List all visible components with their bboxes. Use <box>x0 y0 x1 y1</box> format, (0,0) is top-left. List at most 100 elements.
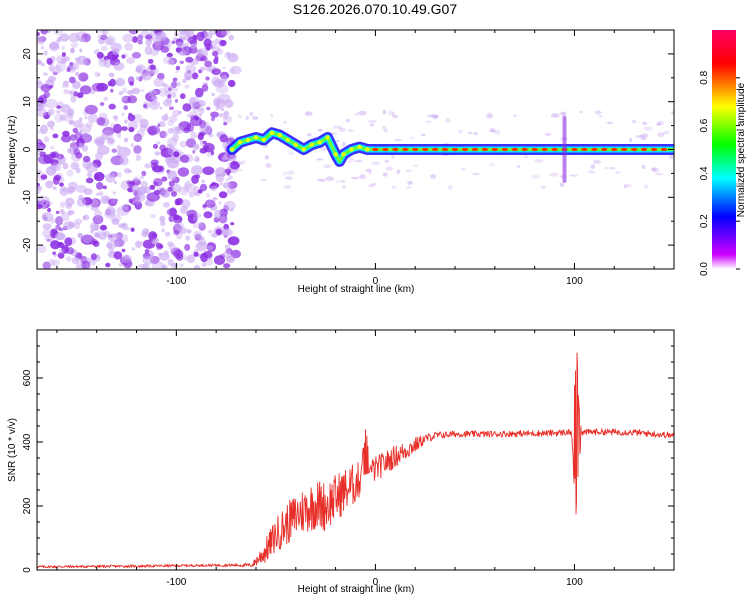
noise-blob <box>153 143 158 149</box>
noise-blob <box>229 68 235 74</box>
faint-blob <box>341 141 346 147</box>
noise-blob <box>196 99 207 108</box>
noise-blob <box>210 183 213 187</box>
noise-blob <box>102 30 109 36</box>
noise-blob <box>151 261 165 269</box>
faint-blob <box>319 147 328 152</box>
faint-blob <box>317 128 324 132</box>
noise-blob <box>111 148 118 153</box>
noise-blob <box>121 204 129 210</box>
noise-blob <box>43 50 48 56</box>
noise-blob <box>121 96 126 102</box>
noise-blob <box>112 191 116 195</box>
noise-blob <box>40 84 51 93</box>
noise-blob <box>132 113 144 123</box>
y-tick-label: 400 <box>22 433 33 450</box>
noise-blob <box>41 211 54 222</box>
noise-blob <box>179 154 190 163</box>
faint-blob <box>467 131 473 135</box>
noise-blob <box>62 80 69 86</box>
faint-blob <box>347 129 354 133</box>
noise-blob <box>87 113 98 123</box>
ridge-bead <box>253 135 259 140</box>
faint-blob <box>516 165 521 168</box>
faint-blob <box>405 169 412 172</box>
noise-blob <box>228 153 237 162</box>
noise-blob <box>81 233 94 244</box>
faint-blob <box>409 136 416 139</box>
noise-blob <box>205 67 211 72</box>
noise-blob <box>211 68 222 76</box>
noise-blob <box>219 39 227 47</box>
noise-blob <box>225 178 230 182</box>
ridge-peak <box>650 147 658 152</box>
faint-blob <box>239 169 243 172</box>
noise-blob <box>205 76 210 81</box>
noise-blob <box>111 48 120 56</box>
noise-blob <box>188 97 197 105</box>
noise-blob <box>66 110 74 119</box>
noise-blob <box>96 72 101 77</box>
noise-blob <box>129 81 135 86</box>
faint-blob <box>237 161 243 165</box>
faint-blob <box>569 174 578 177</box>
noise-blob <box>103 230 111 237</box>
noise-blob <box>127 114 136 122</box>
noise-blob <box>173 87 179 93</box>
noise-blob <box>76 184 87 193</box>
noise-blob <box>200 108 204 112</box>
noise-blob <box>73 120 83 129</box>
faint-blob <box>662 130 670 135</box>
snr-line <box>37 352 674 569</box>
noise-blob <box>37 36 45 45</box>
noise-blob <box>40 45 45 50</box>
noise-blob <box>135 240 142 248</box>
faint-blob <box>541 186 546 189</box>
noise-blob <box>105 262 111 268</box>
noise-blob <box>128 198 133 203</box>
noise-blob <box>92 240 98 245</box>
noise-blob <box>131 52 142 59</box>
noise-blob <box>222 115 233 124</box>
noise-blob <box>220 107 225 111</box>
noise-blob <box>82 155 91 163</box>
noise-blob <box>167 241 174 247</box>
noise-blob <box>193 115 199 120</box>
noise-blob <box>68 181 78 190</box>
faint-blob <box>394 138 402 142</box>
noise-blob <box>58 248 65 254</box>
noise-blob <box>101 130 114 140</box>
noise-blob <box>227 175 233 180</box>
noise-blob <box>59 201 66 208</box>
faint-blob <box>641 164 646 170</box>
noise-blob <box>179 141 187 148</box>
faint-blob <box>345 118 350 123</box>
noise-blob <box>212 51 219 57</box>
noise-blob <box>192 214 199 222</box>
noise-blob <box>141 72 152 81</box>
noise-blob <box>158 252 162 256</box>
noise-blob <box>192 222 200 229</box>
noise-blob <box>132 36 138 43</box>
faint-blob <box>472 172 481 176</box>
noise-blob <box>96 51 104 59</box>
noise-blob <box>44 235 53 242</box>
ridge-bead <box>325 135 330 140</box>
noise-blob <box>37 143 43 153</box>
noise-blob <box>153 43 161 53</box>
noise-blob <box>121 95 129 102</box>
noise-blob <box>169 106 174 110</box>
x-tick-label: -100 <box>166 276 186 287</box>
noise-blob <box>122 33 134 43</box>
noise-blob <box>69 119 75 125</box>
noise-blob <box>92 214 104 225</box>
noise-blob <box>94 209 103 218</box>
noise-blob <box>82 214 90 221</box>
faint-blob <box>371 161 381 165</box>
noise-blob <box>204 199 216 208</box>
noise-blob <box>55 109 62 114</box>
noise-blob <box>134 200 143 210</box>
ridge-peak <box>402 147 409 152</box>
faint-blob <box>524 155 528 158</box>
